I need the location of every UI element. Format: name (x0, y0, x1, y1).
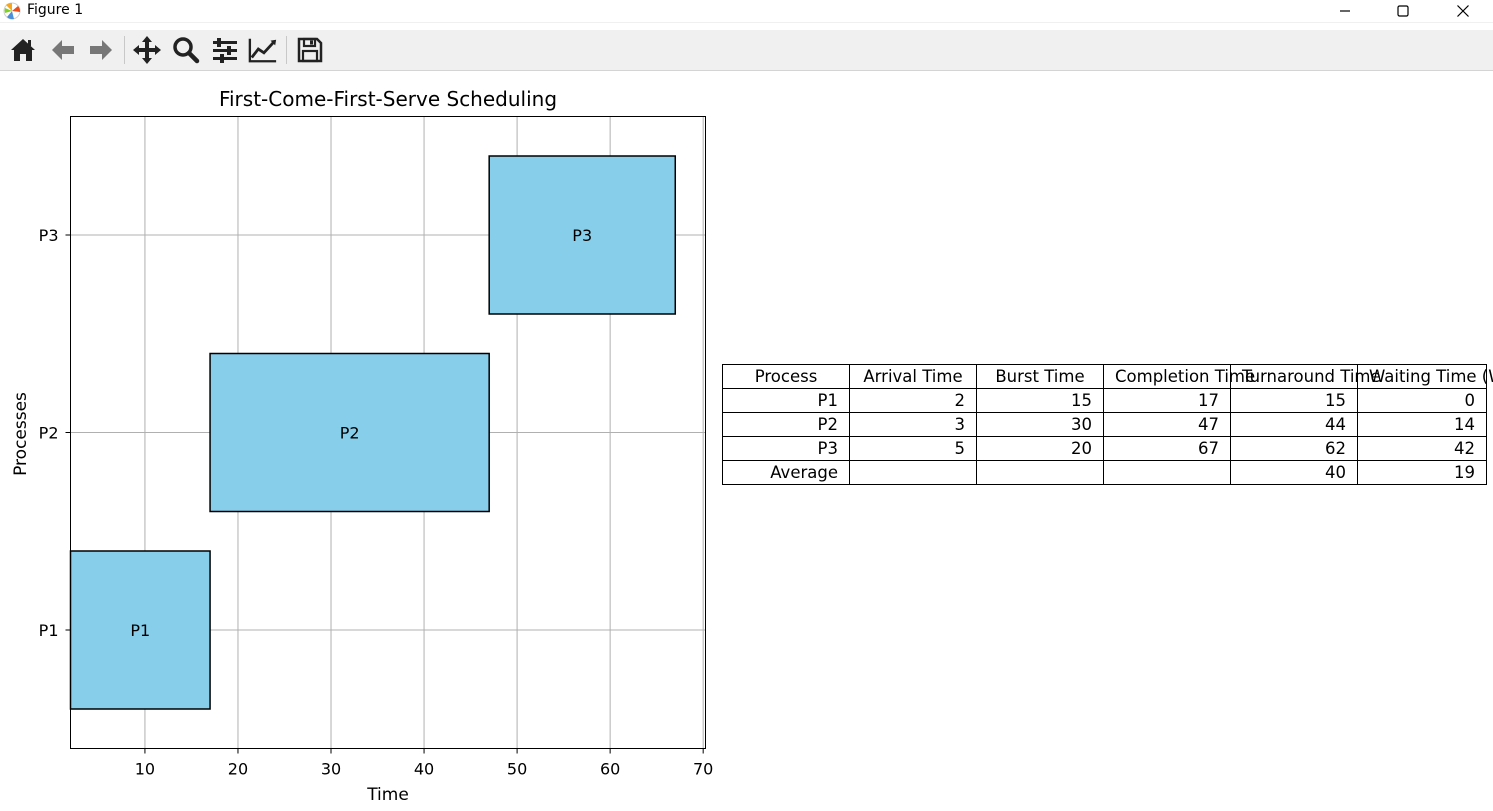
close-icon (1457, 5, 1469, 17)
table-header-cell: Arrival Time (849, 364, 977, 389)
bar-p3 (488, 155, 677, 315)
home-button[interactable] (8, 35, 38, 65)
table-cell (849, 460, 977, 485)
x-tick-label: 20 (228, 760, 248, 779)
table-row: Average 40 19 (722, 460, 1487, 485)
table-cell: 0 (1357, 388, 1487, 413)
maximize-button[interactable] (1380, 0, 1426, 22)
table-cell: P3 (722, 436, 850, 461)
back-arrow-icon (52, 40, 74, 60)
y-tick-label: P1 (39, 621, 59, 640)
zoom-icon (173, 37, 200, 64)
table-cell: 20 (976, 436, 1104, 461)
table-header-cell: Waiting Time (WT) (1357, 364, 1493, 389)
y-tick-label: P3 (39, 226, 59, 245)
table-cell: 14 (1357, 412, 1487, 437)
edit-axes-icon (248, 38, 277, 63)
table-cell: 62 (1230, 436, 1358, 461)
bar-p1 (69, 550, 211, 710)
x-tick-label: 10 (135, 760, 155, 779)
back-button[interactable] (48, 35, 78, 65)
window-title: Figure 1 (27, 2, 84, 18)
pan-button[interactable] (132, 35, 162, 65)
x-tick-label: 40 (414, 760, 434, 779)
table-row: P2 3 30 47 44 14 (722, 412, 1487, 437)
table-cell: 40 (1230, 460, 1358, 485)
table-cell: P1 (722, 388, 850, 413)
table-cell: 47 (1103, 412, 1231, 437)
ticks: 10 20 30 40 50 60 70 P1 P2 P3 (39, 226, 714, 779)
table-cell: P2 (722, 412, 850, 437)
zoom-button[interactable] (171, 35, 201, 65)
x-axis-label: Time (366, 785, 409, 805)
table-cell: 17 (1103, 388, 1231, 413)
chart-title: First-Come-First-Serve Scheduling (219, 87, 557, 111)
bar-p2 (209, 352, 490, 513)
toolbar-separator (286, 36, 287, 64)
matplotlib-logo-icon (3, 2, 21, 20)
save-button[interactable] (295, 35, 325, 65)
edit-axes-button[interactable] (248, 35, 278, 65)
x-tick-label: 60 (600, 760, 620, 779)
minimize-button[interactable] (1322, 0, 1368, 22)
y-tick-label: P2 (39, 424, 59, 443)
bars: P1 P2 P3 (69, 155, 677, 710)
table-cell: 30 (976, 412, 1104, 437)
table-row: P1 2 15 17 15 0 (722, 388, 1487, 413)
results-table: Process Arrival Time Burst Time Completion … (722, 364, 1493, 485)
title-bar: Figure 1 (0, 0, 1493, 23)
configure-subplots-icon (213, 38, 237, 63)
gantt-chart: First-Come-First-Serve Scheduling P1 P2 P3… (11, 87, 714, 805)
scheduling-table: Process Arrival Time Burst Time Completion … (722, 364, 1493, 502)
table-cell (976, 460, 1104, 485)
table-header-cell: Process (722, 364, 850, 389)
x-tick-label: 50 (507, 760, 527, 779)
table-cell: 42 (1357, 436, 1487, 461)
plot-frame (70, 116, 706, 749)
table-cell (1103, 460, 1231, 485)
table-cell: 3 (849, 412, 977, 437)
table-header-cell: Completion Time (1103, 364, 1255, 389)
table-cell: 19 (1357, 460, 1487, 485)
table-row: P3 5 20 67 62 42 (722, 436, 1487, 461)
close-button[interactable] (1440, 0, 1486, 22)
x-tick-label: 30 (321, 760, 341, 779)
table-header-cell: Burst Time (976, 364, 1104, 389)
bar-label: P1 (130, 621, 150, 640)
table-cell: 15 (1230, 388, 1358, 413)
table-cell: 5 (849, 436, 977, 461)
y-axis-label: Processes (11, 392, 31, 476)
forward-arrow-icon (90, 40, 112, 60)
save-icon (297, 37, 323, 63)
home-icon (11, 39, 35, 61)
table-cell: Average (722, 460, 850, 485)
table-cell: 2 (849, 388, 977, 413)
table-header-row: Process Arrival Time Burst Time Completion … (722, 364, 1493, 389)
table-cell: 15 (976, 388, 1104, 413)
navigation-toolbar (0, 30, 1493, 71)
configure-subplots-button[interactable] (210, 35, 240, 65)
minimize-icon (1340, 10, 1350, 12)
pan-icon (133, 36, 161, 64)
x-tick-label: 70 (693, 760, 713, 779)
bar-label: P3 (572, 226, 592, 245)
table-header-cell: Turnaround Time (1230, 364, 1381, 389)
table-cell: 67 (1103, 436, 1231, 461)
maximize-icon (1397, 5, 1409, 17)
table-cell: 44 (1230, 412, 1358, 437)
forward-button[interactable] (86, 35, 116, 65)
toolbar-separator (124, 36, 125, 64)
bar-label: P2 (340, 424, 360, 443)
